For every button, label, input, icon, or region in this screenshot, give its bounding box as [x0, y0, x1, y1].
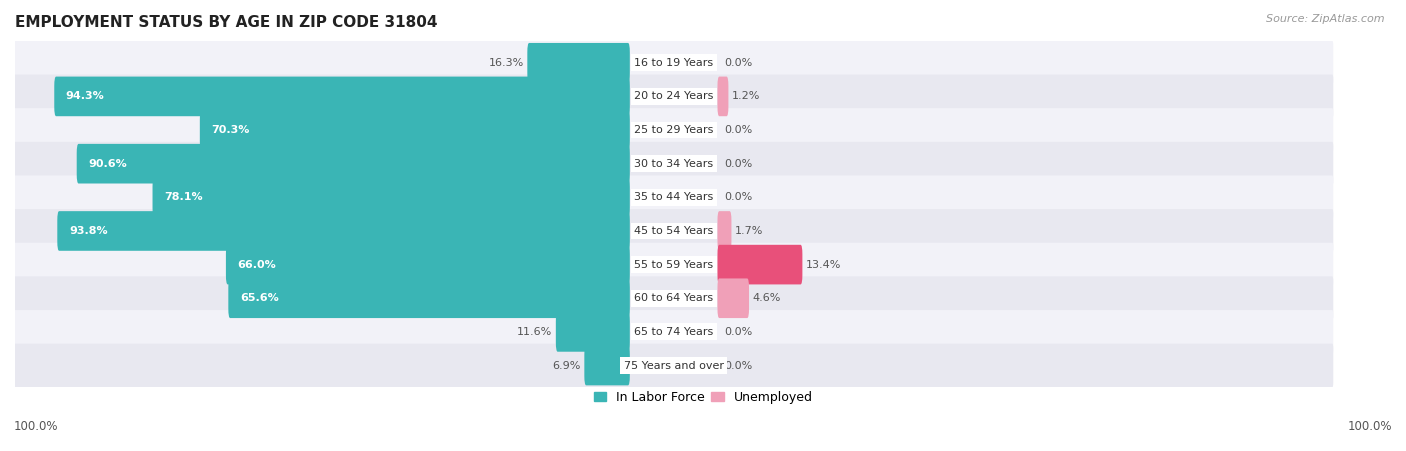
FancyBboxPatch shape — [717, 278, 749, 318]
Text: 70.3%: 70.3% — [211, 125, 250, 135]
Text: 0.0%: 0.0% — [724, 360, 752, 371]
FancyBboxPatch shape — [58, 211, 630, 251]
Text: 45 to 54 Years: 45 to 54 Years — [634, 226, 713, 236]
Text: 0.0%: 0.0% — [724, 327, 752, 337]
Text: 66.0%: 66.0% — [238, 260, 276, 270]
Text: 78.1%: 78.1% — [165, 192, 202, 202]
Text: 0.0%: 0.0% — [724, 125, 752, 135]
FancyBboxPatch shape — [14, 209, 1333, 253]
FancyBboxPatch shape — [14, 41, 1333, 85]
FancyBboxPatch shape — [527, 43, 630, 83]
Text: 35 to 44 Years: 35 to 44 Years — [634, 192, 713, 202]
FancyBboxPatch shape — [14, 108, 1333, 152]
Text: 20 to 24 Years: 20 to 24 Years — [634, 92, 713, 101]
FancyBboxPatch shape — [14, 74, 1333, 118]
Text: 0.0%: 0.0% — [724, 192, 752, 202]
Text: 16 to 19 Years: 16 to 19 Years — [634, 58, 713, 68]
Text: 30 to 34 Years: 30 to 34 Years — [634, 159, 713, 169]
Legend: In Labor Force, Unemployed: In Labor Force, Unemployed — [589, 386, 817, 409]
FancyBboxPatch shape — [226, 245, 630, 285]
Text: 65.6%: 65.6% — [240, 293, 278, 303]
FancyBboxPatch shape — [55, 77, 630, 116]
FancyBboxPatch shape — [77, 144, 630, 184]
Text: 4.6%: 4.6% — [752, 293, 780, 303]
FancyBboxPatch shape — [585, 346, 630, 385]
Text: 13.4%: 13.4% — [806, 260, 841, 270]
Text: 100.0%: 100.0% — [1347, 420, 1392, 433]
FancyBboxPatch shape — [152, 178, 630, 217]
Text: 1.2%: 1.2% — [731, 92, 761, 101]
Text: 94.3%: 94.3% — [66, 92, 104, 101]
Text: Source: ZipAtlas.com: Source: ZipAtlas.com — [1267, 14, 1385, 23]
Text: 6.9%: 6.9% — [553, 360, 581, 371]
FancyBboxPatch shape — [717, 211, 731, 251]
FancyBboxPatch shape — [717, 245, 803, 285]
FancyBboxPatch shape — [14, 142, 1333, 185]
Text: 93.8%: 93.8% — [69, 226, 107, 236]
FancyBboxPatch shape — [14, 344, 1333, 387]
Text: 60 to 64 Years: 60 to 64 Years — [634, 293, 713, 303]
FancyBboxPatch shape — [14, 175, 1333, 219]
Text: 75 Years and over: 75 Years and over — [624, 360, 724, 371]
Text: 100.0%: 100.0% — [14, 420, 59, 433]
Text: 11.6%: 11.6% — [517, 327, 553, 337]
FancyBboxPatch shape — [228, 278, 630, 318]
Text: 65 to 74 Years: 65 to 74 Years — [634, 327, 713, 337]
Text: 0.0%: 0.0% — [724, 58, 752, 68]
FancyBboxPatch shape — [14, 310, 1333, 354]
FancyBboxPatch shape — [14, 276, 1333, 320]
Text: 16.3%: 16.3% — [489, 58, 524, 68]
Text: 25 to 29 Years: 25 to 29 Years — [634, 125, 713, 135]
Text: EMPLOYMENT STATUS BY AGE IN ZIP CODE 31804: EMPLOYMENT STATUS BY AGE IN ZIP CODE 318… — [15, 15, 437, 30]
Text: 55 to 59 Years: 55 to 59 Years — [634, 260, 713, 270]
FancyBboxPatch shape — [555, 312, 630, 352]
FancyBboxPatch shape — [200, 110, 630, 150]
Text: 90.6%: 90.6% — [89, 159, 127, 169]
FancyBboxPatch shape — [717, 77, 728, 116]
Text: 0.0%: 0.0% — [724, 159, 752, 169]
Text: 1.7%: 1.7% — [735, 226, 763, 236]
FancyBboxPatch shape — [14, 243, 1333, 286]
